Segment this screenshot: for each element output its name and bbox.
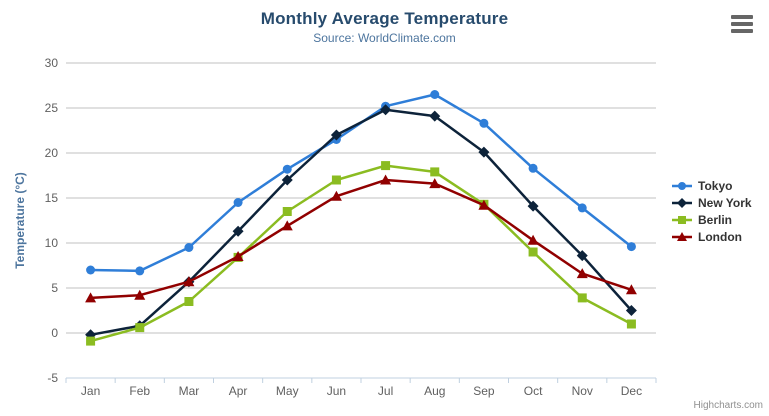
data-point[interactable] <box>282 207 292 216</box>
hamburger-bar <box>731 29 753 33</box>
legend-label: New York <box>698 195 752 210</box>
series-line[interactable] <box>89 164 633 343</box>
x-axis-label: Apr <box>229 384 248 398</box>
x-axis-label: Dec <box>621 384 642 398</box>
legend-item-berlin[interactable]: Berlin <box>671 211 752 228</box>
legend-item-tokyo[interactable]: Tokyo <box>671 177 752 194</box>
series-line[interactable] <box>89 108 633 337</box>
legend-item-new-york[interactable]: New York <box>671 194 752 211</box>
legend-item-london[interactable]: London <box>671 228 752 245</box>
hamburger-bar <box>731 15 753 19</box>
data-point[interactable] <box>233 198 243 207</box>
y-axis-label: 15 <box>45 191 59 205</box>
hamburger-bar <box>731 22 753 26</box>
credits-link[interactable]: Highcharts.com <box>693 400 763 411</box>
data-point[interactable] <box>479 118 489 128</box>
x-axis-label: Nov <box>572 384 593 398</box>
legend-marker-icon <box>672 197 692 208</box>
data-point[interactable] <box>626 242 636 252</box>
x-axis-label: Oct <box>524 384 543 398</box>
data-point[interactable] <box>430 167 440 177</box>
x-axis-label: May <box>276 384 299 398</box>
data-point[interactable] <box>330 129 342 141</box>
legend-marker-icon <box>672 215 692 224</box>
data-point[interactable] <box>626 319 636 329</box>
data-point[interactable] <box>625 305 637 316</box>
data-point[interactable] <box>134 289 146 300</box>
data-point[interactable] <box>330 190 342 201</box>
data-point[interactable] <box>528 247 538 257</box>
x-axis-label: Sep <box>473 384 495 398</box>
chart-subtitle: Source: WorldClimate.com <box>313 31 456 45</box>
legend-marker[interactable] <box>677 197 687 208</box>
series-new-york <box>85 104 637 341</box>
legend-marker-icon <box>672 231 692 241</box>
data-point[interactable] <box>429 178 441 189</box>
data-point[interactable] <box>380 174 392 185</box>
legend-label: Berlin <box>698 212 733 227</box>
data-point[interactable] <box>527 234 539 245</box>
data-point[interactable] <box>282 164 292 174</box>
data-point[interactable] <box>86 336 96 346</box>
data-point[interactable] <box>184 297 194 306</box>
series-line[interactable] <box>89 178 633 300</box>
y-axis-label: 10 <box>45 236 59 250</box>
x-axis-label: Mar <box>179 384 200 398</box>
data-point[interactable] <box>576 268 588 279</box>
x-axis-label: Jul <box>378 384 393 398</box>
data-point[interactable] <box>135 323 145 333</box>
data-point[interactable] <box>183 276 195 287</box>
x-axis-label: Feb <box>129 384 150 398</box>
legend-marker[interactable] <box>677 231 687 241</box>
data-point[interactable] <box>527 200 539 212</box>
data-point[interactable] <box>577 203 587 213</box>
y-axis-label: 5 <box>51 281 58 295</box>
legend: Tokyo New York Berlin London <box>671 177 752 245</box>
y-axis-label: 20 <box>45 146 59 160</box>
data-point[interactable] <box>232 225 244 237</box>
series-london <box>85 174 637 303</box>
data-point[interactable] <box>478 199 490 210</box>
data-point[interactable] <box>577 293 587 303</box>
y-axis-label: 25 <box>45 101 59 115</box>
data-point[interactable] <box>478 146 490 158</box>
y-axis-label: 0 <box>51 326 58 340</box>
data-point[interactable] <box>576 250 588 262</box>
data-point[interactable] <box>381 161 391 171</box>
data-point[interactable] <box>85 292 97 303</box>
chart-title: Monthly Average Temperature <box>260 9 509 28</box>
hamburger-icon[interactable] <box>731 15 753 36</box>
data-point[interactable] <box>528 163 538 173</box>
y-axis-label: 30 <box>45 56 59 70</box>
x-axis-label: Aug <box>424 384 445 398</box>
legend-marker[interactable] <box>678 215 686 224</box>
data-point[interactable] <box>281 220 293 231</box>
data-point[interactable] <box>184 243 194 252</box>
y-axis-label: -5 <box>47 371 58 385</box>
data-point[interactable] <box>429 110 441 122</box>
data-point[interactable] <box>86 265 96 275</box>
legend-label: London <box>698 229 742 244</box>
data-point[interactable] <box>380 104 392 116</box>
data-point[interactable] <box>430 90 440 99</box>
series-line[interactable] <box>89 93 633 273</box>
data-point[interactable] <box>331 175 341 185</box>
data-point[interactable] <box>135 266 145 276</box>
x-axis-label: Jun <box>327 384 346 398</box>
y-axis-title: Temperature (°C) <box>13 172 27 269</box>
x-axis-label: Jan <box>81 384 100 398</box>
data-point[interactable] <box>232 251 244 261</box>
data-point[interactable] <box>625 284 637 295</box>
legend-marker[interactable] <box>678 181 686 190</box>
data-point[interactable] <box>281 174 293 186</box>
legend-marker-icon <box>672 181 692 190</box>
legend-label: Tokyo <box>698 178 733 193</box>
series-tokyo <box>86 90 636 276</box>
